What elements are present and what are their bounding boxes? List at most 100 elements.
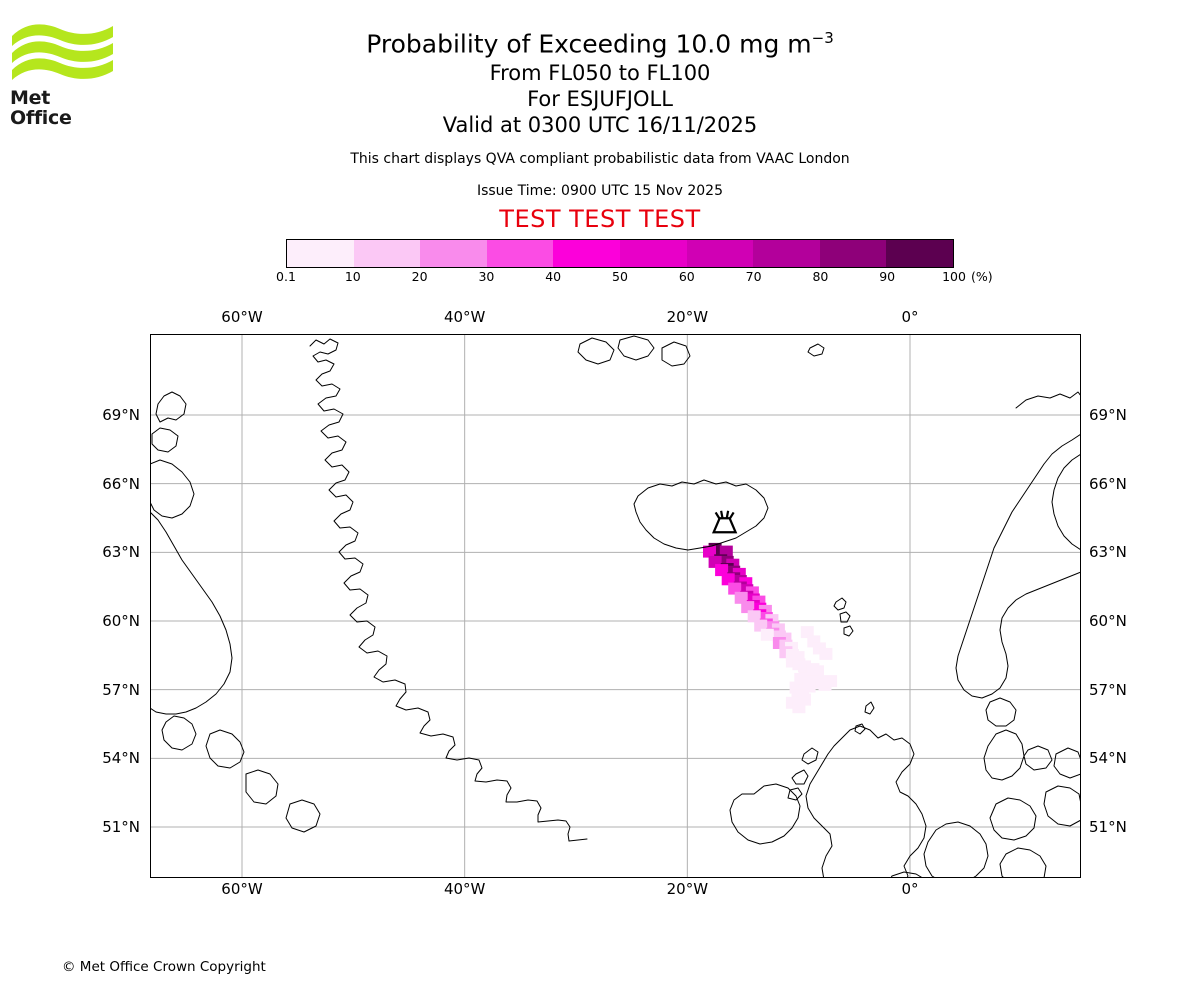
lon-label-bottom-20°W: 20°W [666, 880, 709, 898]
colorbar-tick-20: 20 [411, 269, 428, 284]
colorbar-segment-1 [353, 240, 421, 267]
lat-label-right-63°N: 63°N [1089, 543, 1127, 562]
probability-cell [728, 582, 742, 595]
colorbar-tick-100: 100 [942, 269, 966, 284]
lat-label-left-60°N: 60°N [102, 612, 140, 630]
test-banner: TEST TEST TEST [499, 205, 701, 234]
baffin-island-a [155, 391, 187, 423]
coast-island-d [285, 799, 321, 833]
colorbar-segment-0 [287, 240, 354, 267]
baltic-coast [1043, 785, 1081, 827]
title-valid-time: Valid at 0300 UTC 16/11/2025 [442, 113, 758, 138]
probability-cell [800, 626, 814, 639]
colorbar [286, 239, 954, 268]
zealand [1023, 745, 1053, 771]
shetland [864, 701, 875, 715]
title-main-text: Probability of Exceeding 10.0 mg m [366, 29, 812, 59]
ireland [729, 783, 801, 845]
lat-label-left-51°N: 51°N [102, 818, 140, 836]
colorbar-segment-5 [619, 240, 687, 267]
met-office-logo: Met Office [10, 20, 115, 128]
probability-cell [741, 601, 755, 614]
faroe-islands-b [839, 611, 851, 623]
lon-label-bottom-40°W: 40°W [443, 880, 486, 898]
orkney [854, 723, 866, 735]
lon-label-top-40°W: 40°W [443, 308, 486, 326]
volcano-cone [711, 517, 738, 534]
colorbar-units-label: (%) [971, 269, 993, 284]
newfoundland [161, 715, 197, 751]
title-flight-levels: From FL050 to FL100 [489, 61, 711, 86]
faroe-islands-a [833, 597, 847, 611]
labrador-north [150, 459, 195, 519]
colorbar-segments [286, 239, 954, 268]
jan-mayen [807, 343, 825, 357]
issue-time: Issue Time: 0900 UTC 15 Nov 2025 [476, 183, 724, 200]
north-france-coast [890, 871, 924, 878]
lat-label-right-57°N: 57°N [1089, 680, 1127, 699]
met-office-waves-icon [12, 24, 113, 80]
colorbar-segment-3 [486, 240, 554, 267]
colorbar-tick-labels: 0.1 10 20 30 40 50 60 70 80 90 100 [0, 270, 1200, 286]
lat-label-left-66°N: 66°N [102, 474, 140, 493]
great-britain [805, 725, 927, 878]
lat-label-right-54°N: 54°N [1089, 749, 1127, 768]
baffin-island-b [151, 427, 179, 453]
probability-cell [703, 545, 716, 558]
netherlands-belgium [923, 821, 989, 878]
logo-brand-text: Met Office [10, 87, 72, 129]
hebrides-b [791, 769, 809, 785]
norway-west-coast [955, 391, 1081, 699]
colorbar-segment-2 [420, 240, 487, 267]
graticule [150, 334, 1081, 878]
germany-central [999, 847, 1047, 878]
north-greenland-tip-b [617, 335, 655, 361]
colorbar-tick-50: 50 [612, 269, 628, 284]
colorbar-segment-4 [553, 240, 620, 267]
hebrides-a [801, 747, 819, 765]
sw-norway-island [985, 697, 1017, 727]
colorbar-segment-8 [819, 240, 887, 267]
colorbar-tick-60: 60 [678, 269, 695, 284]
lon-label-top-20°W: 20°W [666, 308, 709, 326]
lon-label-bottom-60°W: 60°W [221, 880, 263, 898]
probability-cell [806, 663, 820, 676]
denmark-jutland [983, 729, 1025, 781]
coastlines [150, 335, 1081, 878]
faroe-islands-c [843, 625, 854, 637]
germany-north [989, 797, 1037, 841]
lat-label-left-57°N: 57°N [102, 680, 140, 699]
coast-island-c [245, 769, 279, 805]
colorbar-tick-70: 70 [745, 269, 762, 284]
title-exponent: −3 [811, 29, 834, 47]
title-block: Probability of Exceeding 10.0 mg m−3 Fro… [0, 22, 1200, 234]
colorbar-tick-90: 90 [879, 269, 896, 284]
lat-label-right-66°N: 66°N [1089, 474, 1127, 493]
sweden-south [1053, 747, 1081, 779]
lon-label-top-0°: 0° [901, 308, 919, 326]
norway-inner-fjords [1051, 453, 1081, 551]
north-greenland-tip-c [661, 341, 691, 367]
north-greenland-tip [577, 337, 615, 365]
hebrides-c [787, 787, 803, 801]
colorbar-tick-80: 80 [812, 269, 829, 284]
lat-label-left-69°N: 69°N [102, 406, 140, 424]
map-plot-area [150, 334, 1081, 878]
lat-label-right-60°N: 60°N [1089, 612, 1127, 630]
map-canvas [150, 334, 1081, 878]
greenland-east-coast [309, 338, 588, 842]
lat-label-right-69°N: 69°N [1089, 406, 1127, 424]
lat-label-left-63°N: 63°N [102, 543, 140, 562]
colorbar-tick-10: 10 [344, 269, 361, 284]
probability-cell [721, 573, 735, 586]
probability-cell [824, 675, 838, 688]
colorbar-segment-6 [686, 240, 754, 267]
colorbar-segment-7 [753, 240, 820, 267]
volcano-eruption-ray-3 [729, 511, 735, 519]
probability-cell [754, 619, 768, 632]
colorbar-tick-30: 30 [478, 269, 495, 284]
nova-scotia-area [205, 729, 245, 769]
colorbar-segment-9 [886, 240, 953, 267]
chart-note: This chart displays QVA compliant probab… [350, 151, 850, 168]
volcano-icon [711, 510, 738, 534]
